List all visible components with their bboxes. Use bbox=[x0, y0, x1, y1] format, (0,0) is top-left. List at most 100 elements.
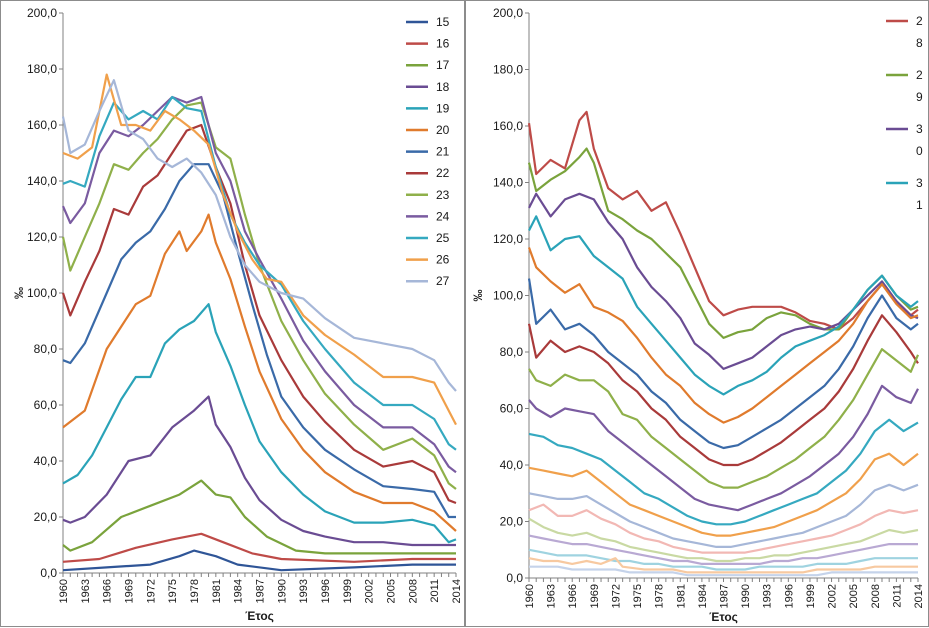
right-x-tick-label: 2011 bbox=[891, 584, 903, 608]
right-y-tick-label: 40,0 bbox=[500, 458, 524, 472]
left-y-tick-label: 120,0 bbox=[27, 230, 57, 244]
left-legend-label-15: 15 bbox=[436, 15, 450, 29]
left-series-22 bbox=[61, 123, 457, 505]
right-x-tick-label: 2008 bbox=[870, 584, 882, 608]
left-x-tick-label: 1999 bbox=[342, 579, 354, 603]
right-series-44 bbox=[528, 557, 918, 574]
right-series-31 bbox=[528, 215, 919, 396]
left-series-15 bbox=[62, 549, 456, 572]
right-x-tick-label: 1966 bbox=[567, 584, 579, 608]
left-y-tick-label: 140,0 bbox=[27, 174, 57, 188]
left-y-axis-label: ‰ bbox=[12, 287, 26, 299]
left-legend-label-27: 27 bbox=[436, 274, 450, 288]
right-series-36 bbox=[528, 384, 919, 512]
right-series-43 bbox=[528, 548, 918, 571]
right-series-30 bbox=[528, 192, 919, 370]
left-x-tick-label: 1996 bbox=[320, 579, 332, 603]
right-y-tick-label: 180,0 bbox=[493, 63, 523, 77]
left-x-tick-label: 2008 bbox=[407, 579, 419, 603]
left-x-tick-label: 2014 bbox=[451, 579, 463, 603]
left-y-tick-label: 60,0 bbox=[34, 398, 58, 412]
left-x-tick-label: 1990 bbox=[276, 579, 288, 603]
right-series-41 bbox=[528, 517, 919, 563]
left-legend-label-25: 25 bbox=[436, 231, 450, 245]
right-x-tick-label: 1987 bbox=[719, 584, 731, 608]
right-y-axis-label: ‰ bbox=[471, 290, 485, 302]
left-x-tick-label: 1963 bbox=[80, 579, 92, 603]
left-x-tick-label: 1984 bbox=[233, 579, 245, 603]
right-x-tick-label: 1975 bbox=[632, 584, 644, 608]
left-x-axis-label: Έτος bbox=[245, 609, 274, 623]
left-series-27 bbox=[61, 79, 457, 392]
right-x-tick-label: 2014 bbox=[913, 584, 925, 608]
right-x-tick-label: 1999 bbox=[805, 584, 817, 608]
right-y-tick-label: 20,0 bbox=[500, 515, 524, 529]
right-series-32 bbox=[527, 247, 919, 424]
right-series-33 bbox=[527, 278, 919, 450]
left-series-17 bbox=[62, 479, 456, 555]
left-x-tick-label: 2002 bbox=[364, 579, 376, 603]
left-y-tick-label: 40,0 bbox=[34, 454, 58, 468]
left-legend-label-26: 26 bbox=[436, 253, 450, 267]
left-series-23 bbox=[61, 101, 457, 490]
right-x-tick-label: 1972 bbox=[610, 584, 622, 608]
left-legend-label-17: 17 bbox=[436, 58, 450, 72]
right-series-40 bbox=[528, 503, 919, 554]
right-series-42 bbox=[528, 534, 918, 565]
right-chart: 0,0 20,0 40,0 60,0 80,0 100,0 120,0 140,0 160,0 1… bbox=[471, 6, 925, 624]
left-y-tick-label: 180,0 bbox=[27, 62, 57, 76]
right-x-tick-label: 2002 bbox=[827, 584, 839, 608]
left-legend-label-20: 20 bbox=[436, 123, 450, 137]
left-y-tick-label: 20,0 bbox=[34, 510, 58, 524]
left-x-tick-label: 1978 bbox=[189, 579, 201, 603]
right-x-tick-label: 1993 bbox=[762, 584, 774, 608]
right-x-tick-label: 1990 bbox=[740, 584, 752, 608]
left-y-tick-label: 200,0 bbox=[27, 6, 57, 20]
right-series-37 bbox=[528, 418, 919, 526]
right-x-tick-label: 2005 bbox=[848, 584, 860, 608]
left-legend-label-22: 22 bbox=[436, 166, 450, 180]
right-series-35 bbox=[528, 348, 920, 489]
left-series-16 bbox=[62, 532, 456, 563]
right-series-28 bbox=[527, 110, 919, 331]
left-x-tick-label: 1981 bbox=[211, 579, 223, 603]
left-series-19 bbox=[62, 303, 457, 544]
right-y-tick-label: 120,0 bbox=[493, 232, 523, 246]
right-x-axis-label: Έτος bbox=[709, 610, 738, 624]
right-y-tick-label: 60,0 bbox=[500, 402, 524, 416]
left-series-26 bbox=[62, 73, 457, 426]
left-legend-label-23: 23 bbox=[436, 188, 450, 202]
left-x-tick-label: 1987 bbox=[255, 579, 267, 603]
left-x-tick-label: 1966 bbox=[102, 579, 114, 603]
right-series-39 bbox=[528, 483, 919, 548]
right-y-tick-label: 160,0 bbox=[493, 119, 523, 133]
right-x-tick-label: 1978 bbox=[654, 584, 666, 608]
left-x-tick-label: 1972 bbox=[145, 579, 157, 603]
left-x-tick-label: 2005 bbox=[386, 579, 398, 603]
right-series-34 bbox=[527, 314, 919, 467]
right-x-tick-label: 1969 bbox=[589, 584, 601, 608]
left-chart-panel: 0,0 20,0 40,0 60,0 80,0 100,0 120,0 140,0 160,0 1… bbox=[0, 0, 465, 627]
left-chart: 0,0 20,0 40,0 60,0 80,0 100,0 120,0 140,0 160,0 1… bbox=[12, 6, 463, 623]
left-legend-label-16: 16 bbox=[436, 37, 450, 51]
left-legend-label-24: 24 bbox=[436, 209, 450, 223]
left-y-tick-label: 80,0 bbox=[34, 342, 58, 356]
left-series-18 bbox=[62, 395, 456, 547]
right-series-45 bbox=[529, 565, 918, 577]
left-legend-label-21: 21 bbox=[436, 145, 450, 159]
right-x-tick-label: 1963 bbox=[546, 584, 558, 608]
left-legend-label-19: 19 bbox=[436, 101, 450, 115]
left-legend-label-18: 18 bbox=[436, 80, 450, 94]
right-x-tick-label: 1996 bbox=[783, 584, 795, 608]
left-x-tick-label: 1993 bbox=[298, 579, 310, 603]
right-x-tick-label: 1984 bbox=[697, 584, 709, 608]
left-series-20 bbox=[62, 213, 457, 532]
left-y-tick-label: 100,0 bbox=[27, 286, 57, 300]
left-x-tick-label: 2011 bbox=[429, 579, 441, 603]
left-series-21 bbox=[62, 163, 456, 519]
right-y-tick-label: 140,0 bbox=[493, 176, 523, 190]
